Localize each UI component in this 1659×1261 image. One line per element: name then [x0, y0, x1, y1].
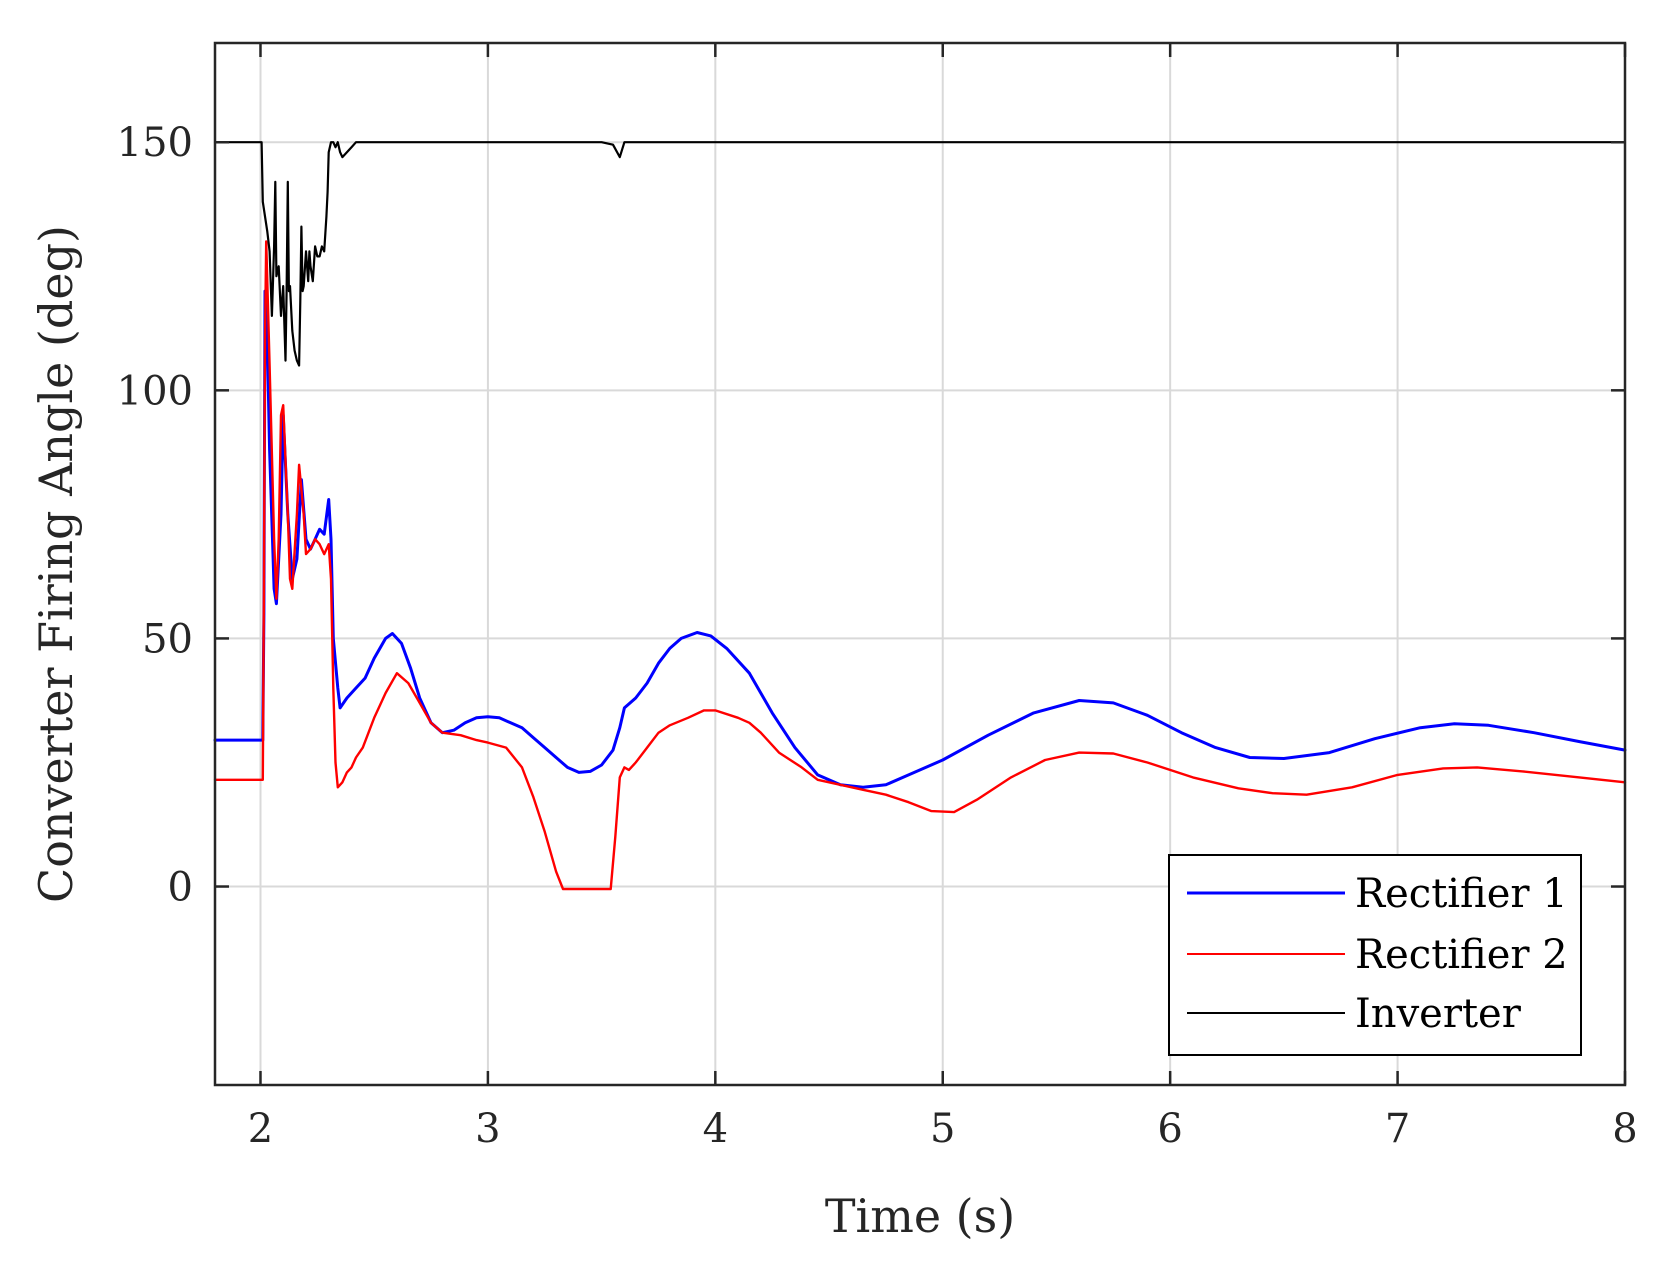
series-line-inverter	[213, 141, 1627, 367]
y-tick-label: 0	[168, 865, 193, 911]
legend-label-rectifier-1: Rectifier 1	[1355, 871, 1568, 917]
x-tick-label: 2	[248, 1106, 273, 1152]
x-tick-label: 6	[1157, 1106, 1182, 1152]
legend: Rectifier 1 Rectifier 2 Inverter	[1168, 854, 1582, 1056]
legend-label-rectifier-2: Rectifier 2	[1355, 932, 1568, 978]
x-tick-label: 3	[475, 1106, 500, 1152]
x-tick-label: 4	[703, 1106, 728, 1152]
x-tick-label: 5	[930, 1106, 955, 1152]
y-axis-label: Converter Firing Angle (deg)	[29, 225, 83, 903]
tick-marks	[215, 43, 1627, 1085]
series-group	[213, 141, 1627, 891]
series-line-rectifier-2	[213, 240, 1627, 891]
x-tick-label: 7	[1385, 1106, 1410, 1152]
x-axis-label: Time (s)	[825, 1189, 1015, 1243]
y-tick-label: 50	[142, 616, 193, 662]
x-tick-label: 8	[1612, 1106, 1637, 1152]
legend-label-inverter: Inverter	[1355, 991, 1522, 1037]
tick-labels: 2 3 4 5 6 7 8 0 50 100 150	[117, 120, 1638, 1152]
axes-frame	[213, 41, 1627, 1087]
y-tick-label: 100	[117, 368, 193, 414]
y-tick-label: 150	[117, 120, 193, 166]
